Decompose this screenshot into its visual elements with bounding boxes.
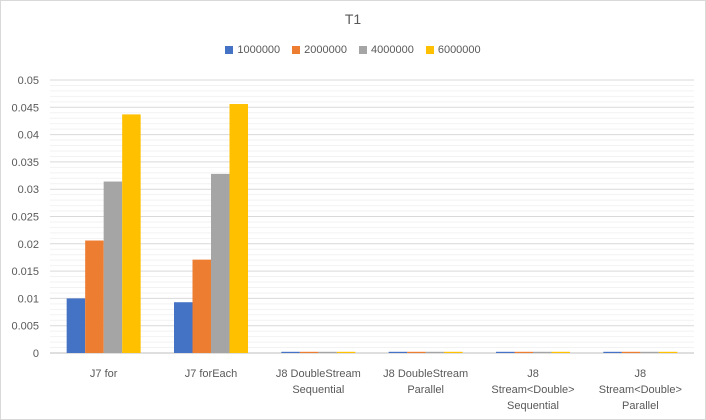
bar-4000000 (103, 181, 123, 353)
bar-4000000 (640, 351, 659, 353)
x-tick-label: J8 (527, 368, 539, 380)
legend-item-6000000: 6000000 (425, 44, 481, 56)
legend-swatch (425, 46, 434, 54)
y-tick-label: 0.03 (18, 184, 39, 196)
x-tick-label: Sequential (507, 400, 559, 412)
y-tick-label: 0.035 (11, 157, 39, 169)
legend-swatch (225, 46, 234, 54)
bar-6000000 (444, 351, 463, 353)
y-tick-label: 0 (33, 348, 39, 360)
y-tick-label: 0.05 (18, 75, 39, 87)
bar-1000000 (66, 298, 86, 353)
x-tick-label: J8 DoubleStream (383, 368, 468, 380)
legend-item-1000000: 1000000 (225, 44, 280, 56)
bar-2000000 (514, 351, 533, 353)
x-tick-label: Sequential (292, 384, 344, 396)
bar-2000000 (299, 351, 319, 353)
legend-label: 6000000 (437, 44, 481, 56)
y-tick-label: 0.02 (18, 239, 39, 251)
x-tick-label: J8 DoubleStream (276, 368, 361, 380)
legend-item-2000000: 2000000 (292, 44, 347, 56)
bar-2000000 (85, 240, 104, 353)
legend-label: 4000000 (371, 44, 414, 56)
bar-1000000 (281, 351, 300, 353)
x-tick-label: Stream<Double> (599, 384, 682, 396)
bar-1000000 (388, 351, 408, 353)
bar-6000000 (658, 351, 678, 353)
bar-4000000 (318, 351, 337, 353)
bar-1000000 (603, 351, 622, 353)
legend-label: 1000000 (237, 44, 281, 56)
legend-swatch (359, 46, 367, 54)
bar-2000000 (192, 259, 211, 353)
bar-4000000 (211, 173, 230, 353)
bar-6000000 (336, 351, 356, 353)
chart-title: T1 (344, 11, 362, 27)
bar-1000000 (496, 351, 515, 353)
x-tick-label: J7 for (90, 368, 118, 380)
bar-1000000 (174, 302, 193, 353)
x-tick-label: Parallel (407, 384, 444, 396)
y-tick-label: 0.01 (18, 293, 39, 305)
x-tick-label: Stream<Double> (491, 384, 574, 396)
y-tick-label: 0.015 (11, 266, 39, 278)
x-tick-label: J7 forEach (185, 368, 238, 380)
x-tick-label: Parallel (622, 400, 659, 412)
bar-2000000 (621, 351, 641, 353)
legend: 1000000 2000000 4000000 6000000 (0, 44, 706, 56)
bar-2000000 (407, 351, 426, 353)
legend-swatch (292, 46, 301, 54)
y-tick-label: 0.04 (18, 130, 39, 142)
x-tick-label: J8 (635, 368, 647, 380)
legend-item-4000000: 4000000 (359, 44, 414, 56)
y-tick-label: 0.025 (11, 212, 39, 224)
bar-4000000 (425, 351, 445, 353)
bar-6000000 (122, 114, 141, 353)
bar-6000000 (551, 351, 570, 353)
y-tick-label: 0.005 (11, 321, 39, 333)
bar-6000000 (229, 104, 248, 353)
bar-4000000 (533, 351, 552, 353)
legend-label: 2000000 (304, 44, 347, 56)
y-tick-label: 0.045 (11, 102, 39, 114)
